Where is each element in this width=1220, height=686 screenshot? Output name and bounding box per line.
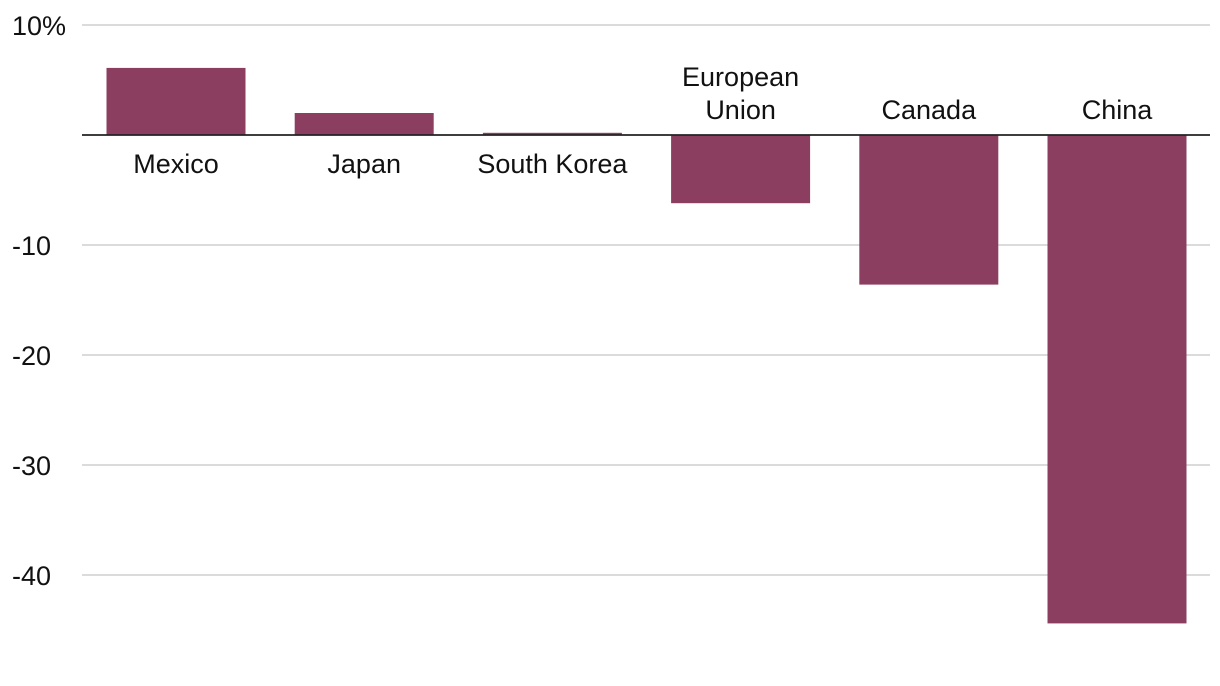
category-label: European Union [682, 62, 799, 125]
y-tick-label: -30 [12, 451, 51, 481]
category-label: Mexico [133, 149, 219, 179]
category-labels: Mexico Japan South Korea European Union Canad… [133, 62, 1153, 179]
bar [859, 135, 999, 285]
y-axis-tick-labels: 10% -10 -20 -30 -40 [12, 11, 66, 591]
bar [294, 113, 434, 135]
y-tick-label: -40 [12, 561, 51, 591]
category-label: South Korea [477, 149, 628, 179]
bar [482, 132, 622, 135]
category-label: Japan [327, 149, 401, 179]
bars [106, 67, 1187, 624]
y-tick-label: -20 [12, 341, 51, 371]
category-label: Canada [882, 95, 978, 125]
bar [1047, 135, 1187, 624]
gridlines [82, 24, 1210, 576]
y-tick-label: 10% [12, 11, 66, 41]
category-label: China [1082, 95, 1154, 125]
bar [106, 67, 246, 135]
bar [671, 135, 811, 204]
y-tick-label: -10 [12, 231, 51, 261]
